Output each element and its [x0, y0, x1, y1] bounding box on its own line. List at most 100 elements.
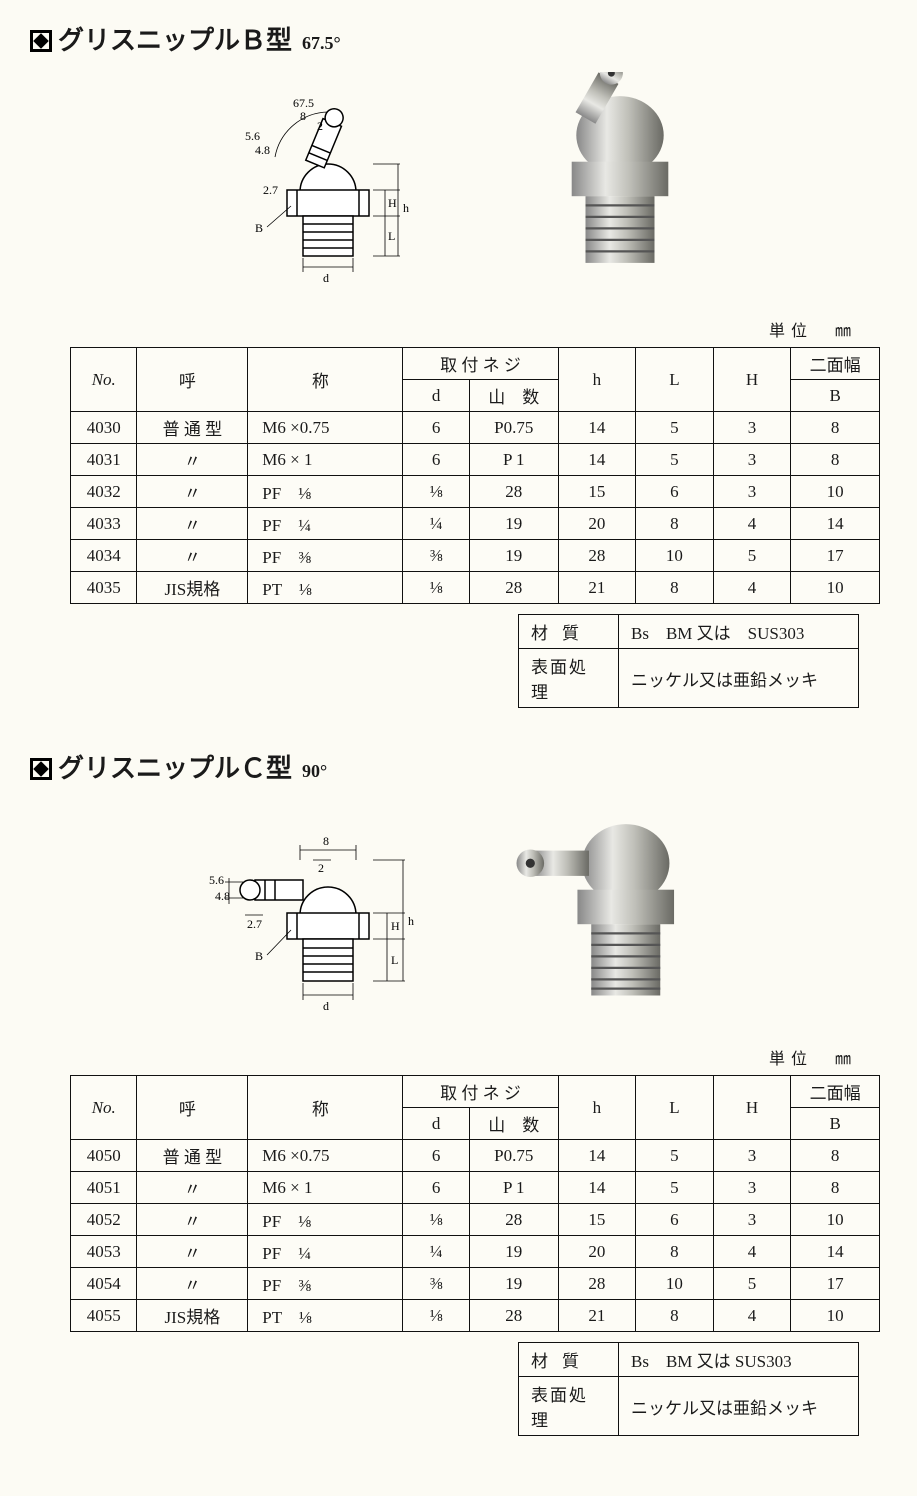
col-B: B [791, 1108, 880, 1140]
cell-d: ¼ [403, 1236, 469, 1268]
cell-H: 4 [713, 572, 791, 604]
cell-B: 10 [791, 1300, 880, 1332]
cell-H: 3 [713, 1204, 791, 1236]
svg-text:L: L [388, 229, 395, 243]
cell-threads: P 1 [469, 444, 558, 476]
spec-table-b-body: 4030普 通 型M6 ×0.756P0.75145384031〃M6 × 16… [71, 412, 880, 604]
cell-B: 14 [791, 1236, 880, 1268]
cell-type: 〃 [137, 1172, 248, 1204]
cell-name: M6 ×0.75 [248, 412, 403, 444]
cell-L: 8 [636, 508, 714, 540]
product-photo-c [505, 800, 712, 1030]
col-threads: 山 数 [469, 1108, 558, 1140]
cell-threads: 19 [469, 508, 558, 540]
cell-no: 4034 [71, 540, 137, 572]
cell-no: 4050 [71, 1140, 137, 1172]
cell-name: PT ⅛ [248, 572, 403, 604]
svg-text:h: h [403, 201, 409, 215]
diamond-marker-icon [30, 30, 52, 52]
cell-B: 8 [791, 444, 880, 476]
svg-text:8: 8 [323, 834, 329, 848]
cell-threads: 28 [469, 1204, 558, 1236]
cell-h: 28 [558, 540, 636, 572]
cell-d: ⅛ [403, 1300, 469, 1332]
svg-text:5.6: 5.6 [245, 129, 260, 143]
cell-threads: P0.75 [469, 1140, 558, 1172]
svg-text:h: h [408, 914, 414, 928]
cell-name: PF ¼ [248, 1236, 403, 1268]
cell-h: 14 [558, 1140, 636, 1172]
cell-H: 3 [713, 476, 791, 508]
cell-h: 14 [558, 444, 636, 476]
cell-H: 3 [713, 412, 791, 444]
cell-L: 10 [636, 540, 714, 572]
svg-text:d: d [323, 999, 329, 1013]
figure-row-b: 67.5 8 2 5.6 4.8 2.7 H L h d B [30, 57, 887, 317]
surf-label: 表面処理 [519, 1377, 619, 1436]
spec-table-c: No. 呼 称 取 付 ネ ジ h L H 二面幅 d 山 数 B 4050普 … [70, 1075, 880, 1332]
section-c: グリスニップルＣ型 90° [30, 748, 887, 1436]
cell-h: 28 [558, 1268, 636, 1300]
cell-name: PF ¼ [248, 508, 403, 540]
section-b-title: グリスニップルＢ型 67.5° [30, 20, 887, 57]
cell-L: 8 [636, 572, 714, 604]
cell-no: 4032 [71, 476, 137, 508]
svg-text:2: 2 [317, 119, 323, 133]
cell-L: 5 [636, 444, 714, 476]
col-B-group: 二面幅 [791, 348, 880, 380]
cell-h: 20 [558, 1236, 636, 1268]
surf-value: ニッケル又は亜鉛メッキ [619, 1377, 859, 1436]
cell-type: 普 通 型 [137, 1140, 248, 1172]
cell-h: 21 [558, 1300, 636, 1332]
col-B-group: 二面幅 [791, 1076, 880, 1108]
unit-label-c: 単位 ㎜ [30, 1045, 887, 1069]
cell-h: 14 [558, 412, 636, 444]
table-row: 4034〃PF ⅜⅜192810517 [71, 540, 880, 572]
cell-h: 15 [558, 476, 636, 508]
title-text: グリスニップルＣ型 [58, 748, 292, 785]
col-B: B [791, 380, 880, 412]
svg-text:B: B [255, 949, 263, 963]
cell-H: 5 [713, 1268, 791, 1300]
cell-name: PF ⅛ [248, 1204, 403, 1236]
cell-d: ⅜ [403, 1268, 469, 1300]
spec-table-c-body: 4050普 通 型M6 ×0.756P0.75145384051〃M6 × 16… [71, 1140, 880, 1332]
mat-value: Bs BM 又は SUS303 [619, 615, 859, 649]
cell-no: 4035 [71, 572, 137, 604]
cell-h: 20 [558, 508, 636, 540]
col-d: d [403, 380, 469, 412]
cell-L: 8 [636, 1236, 714, 1268]
section-c-title: グリスニップルＣ型 90° [30, 748, 887, 785]
svg-text:8: 8 [300, 109, 306, 123]
svg-text:4.8: 4.8 [215, 889, 230, 903]
svg-text:5.6: 5.6 [209, 873, 224, 887]
col-type: 呼 [137, 348, 248, 412]
surf-value: ニッケル又は亜鉛メッキ [619, 649, 859, 708]
svg-text:2.7: 2.7 [263, 183, 278, 197]
cell-type: 〃 [137, 476, 248, 508]
cell-type: 〃 [137, 540, 248, 572]
cell-d: ⅛ [403, 476, 469, 508]
cell-no: 4053 [71, 1236, 137, 1268]
cell-B: 10 [791, 572, 880, 604]
col-screw: 取 付 ネ ジ [403, 348, 558, 380]
table-row: 4033〃PF ¼¼19208414 [71, 508, 880, 540]
unit-label-b: 単位 ㎜ [30, 317, 887, 341]
svg-text:H: H [391, 919, 400, 933]
cell-name: M6 × 1 [248, 1172, 403, 1204]
cell-L: 6 [636, 1204, 714, 1236]
cell-d: 6 [403, 444, 469, 476]
col-d: d [403, 1108, 469, 1140]
cell-B: 10 [791, 1204, 880, 1236]
svg-text:d: d [323, 271, 329, 285]
cell-L: 5 [636, 1140, 714, 1172]
table-row: 4035JIS規格PT ⅛⅛28218410 [71, 572, 880, 604]
cell-name: M6 ×0.75 [248, 1140, 403, 1172]
cell-d: 6 [403, 1140, 469, 1172]
cell-no: 4030 [71, 412, 137, 444]
technical-drawing-b: 67.5 8 2 5.6 4.8 2.7 H L h d B [205, 72, 425, 302]
material-table-b: 材質 Bs BM 又は SUS303 表面処理 ニッケル又は亜鉛メッキ [518, 614, 859, 708]
table-row: 4031〃M6 × 16P 114538 [71, 444, 880, 476]
product-photo-b [505, 72, 712, 302]
col-h: h [558, 348, 636, 412]
